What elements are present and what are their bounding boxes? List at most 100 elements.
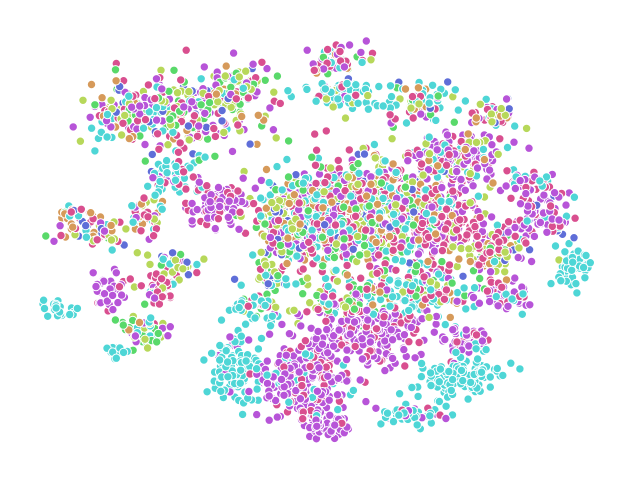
scatter-point	[304, 237, 314, 248]
scatter-point	[473, 240, 484, 250]
scatter-point	[359, 240, 370, 251]
scatter-point	[136, 226, 146, 236]
scatter-point	[275, 240, 286, 251]
scatter-point	[560, 247, 570, 257]
scatter-point	[417, 218, 428, 229]
scatter-point	[132, 248, 143, 258]
scatter-point	[333, 155, 343, 166]
scatter-point	[204, 97, 215, 108]
scatter-point	[408, 220, 419, 230]
scatter-point	[515, 199, 526, 209]
scatter-point	[318, 203, 328, 213]
scatter-point	[413, 249, 424, 259]
scatter-point	[319, 220, 330, 230]
scatter-point	[384, 231, 395, 242]
scatter-point	[110, 315, 121, 325]
scatter-point	[111, 268, 122, 278]
scatter-point	[209, 123, 219, 134]
scatter-point	[118, 347, 129, 358]
scatter-point	[328, 341, 339, 351]
scatter-point	[113, 297, 123, 308]
scatter-point	[453, 105, 463, 115]
scatter-point	[414, 235, 424, 245]
scatter-point	[378, 101, 388, 111]
scatter-point	[581, 250, 591, 261]
scatter-point	[413, 391, 423, 402]
scatter-point	[298, 264, 308, 274]
scatter-point	[262, 370, 272, 380]
scatter-point	[394, 410, 404, 420]
scatter-point	[468, 181, 478, 191]
scatter-point	[284, 397, 294, 407]
scatter-point	[178, 264, 188, 274]
scatter-point	[434, 396, 445, 407]
scatter-point	[424, 98, 434, 108]
scatter-point	[305, 361, 315, 372]
scatter-point	[81, 220, 91, 231]
scatter-point	[487, 140, 497, 150]
scatter-point	[189, 111, 200, 121]
scatter-point	[294, 198, 304, 208]
scatter-point	[102, 132, 112, 142]
scatter-point	[86, 208, 96, 218]
scatter-point	[143, 80, 154, 90]
scatter-point	[472, 163, 483, 173]
scatter-point	[110, 65, 121, 75]
scatter-point	[184, 86, 194, 97]
scatter-point	[328, 331, 339, 341]
scatter-point	[76, 204, 87, 215]
scatter-point	[416, 371, 427, 382]
scatter-point	[452, 166, 462, 177]
scatter-point	[298, 289, 308, 299]
scatter-point	[493, 301, 503, 311]
scatter-point	[384, 275, 395, 285]
scatter-point	[432, 145, 442, 155]
scatter-point	[503, 227, 513, 237]
scatter-point	[468, 292, 479, 303]
scatter-point	[356, 47, 366, 58]
scatter-point	[317, 232, 328, 242]
scatter-point	[459, 283, 469, 293]
scatter-point	[323, 348, 333, 358]
scatter-point	[303, 206, 313, 216]
scatter-point	[107, 245, 117, 255]
scatter-point	[400, 196, 410, 207]
scatter-point	[134, 317, 145, 328]
scatter-point	[199, 355, 209, 365]
scatter-point	[281, 350, 291, 360]
scatter-point	[379, 312, 389, 322]
scatter-point	[525, 300, 535, 310]
scatter-point	[429, 246, 440, 256]
scatter-point	[399, 330, 410, 340]
scatter-point	[120, 110, 130, 121]
scatter-point	[97, 93, 107, 103]
scatter-point	[425, 411, 435, 421]
scatter-point	[570, 213, 580, 223]
scatter-point	[441, 160, 452, 170]
scatter-point	[81, 232, 92, 242]
scatter-point	[244, 335, 254, 345]
scatter-point	[124, 133, 135, 144]
scatter-point	[421, 208, 432, 219]
scatter-point	[236, 331, 247, 341]
scatter-point	[521, 238, 531, 248]
scatter-point	[568, 257, 578, 267]
scatter-point	[491, 291, 501, 302]
scatter-point	[352, 231, 363, 242]
scatter-point	[217, 116, 227, 126]
scatter-point	[578, 262, 589, 273]
scatter-point	[489, 256, 500, 267]
scatter-point	[156, 274, 167, 284]
scatter-point	[229, 274, 240, 284]
scatter-point	[163, 331, 173, 341]
scatter-point	[400, 182, 411, 192]
scatter-point	[150, 93, 160, 104]
scatter-point	[484, 165, 495, 175]
scatter-point	[108, 304, 118, 315]
scatter-point	[233, 120, 243, 130]
scatter-point	[333, 404, 343, 415]
scatter-point	[277, 319, 287, 330]
scatter-point	[248, 59, 258, 69]
scatter-point	[319, 292, 329, 302]
